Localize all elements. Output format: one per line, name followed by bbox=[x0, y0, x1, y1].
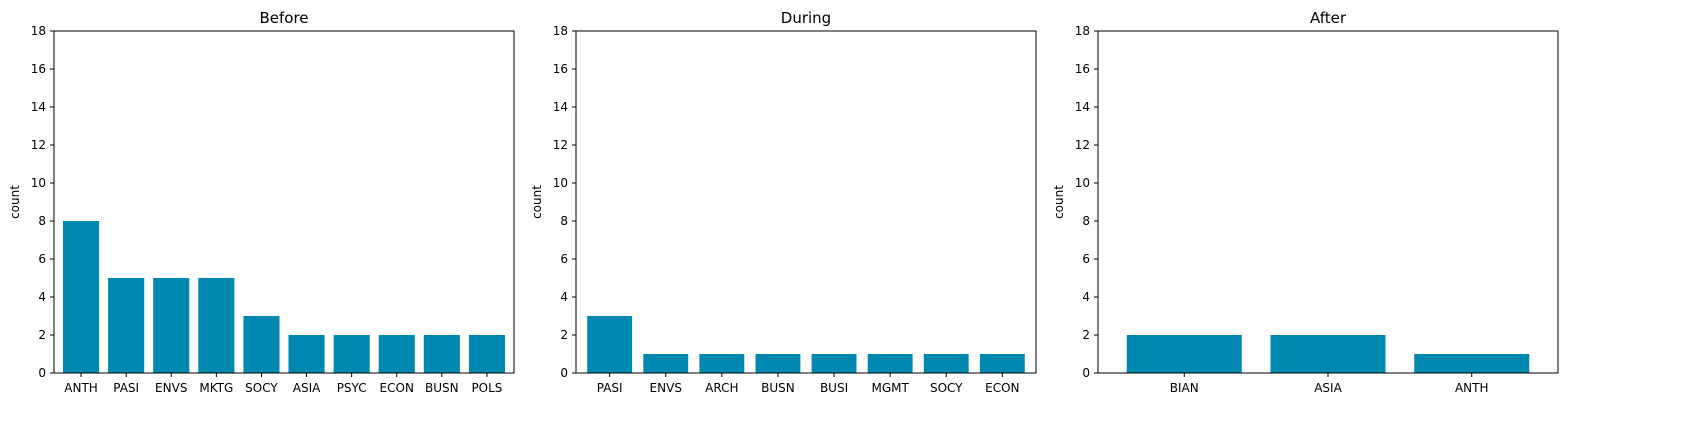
y-tick-label: 8 bbox=[560, 214, 568, 228]
chart-title: During bbox=[781, 9, 831, 27]
bar-pols bbox=[468, 335, 505, 373]
y-tick-label: 4 bbox=[1082, 290, 1090, 304]
chart-panel-2: 0 2 4 6 8 10 12 14 16 18 PASI ENVS ARCH BUSN BUSI MGMT S… bbox=[530, 9, 1037, 395]
y-tick-label: 16 bbox=[553, 62, 568, 76]
y-tick-label: 10 bbox=[31, 176, 46, 190]
y-axis-label: count bbox=[1052, 185, 1066, 219]
x-tick-label: ECON bbox=[380, 381, 414, 395]
x-tick-label: SOCY bbox=[245, 381, 278, 395]
x-tick-label: MGMT bbox=[871, 381, 909, 395]
bar-envs bbox=[643, 354, 689, 373]
y-tick-label: 16 bbox=[1075, 62, 1090, 76]
x-tick-label: ASIA bbox=[293, 381, 321, 395]
bar-econ bbox=[979, 354, 1025, 373]
x-tick-label: BUSI bbox=[820, 381, 848, 395]
y-tick-label: 10 bbox=[553, 176, 568, 190]
y-tick-label: 18 bbox=[1075, 24, 1090, 38]
bar-anth bbox=[1414, 354, 1530, 373]
x-tick-label: POLS bbox=[471, 381, 502, 395]
y-tick-label: 14 bbox=[553, 100, 568, 114]
y-tick-label: 8 bbox=[38, 214, 46, 228]
bar-envs bbox=[153, 278, 190, 373]
y-tick-label: 10 bbox=[1075, 176, 1090, 190]
x-tick-label: PASI bbox=[113, 381, 139, 395]
x-tick-label: ENVS bbox=[155, 381, 187, 395]
plot-frame bbox=[53, 30, 515, 374]
bar-asia bbox=[1270, 335, 1386, 373]
y-axis-label: count bbox=[8, 185, 22, 219]
y-tick-label: 18 bbox=[31, 24, 46, 38]
chart-title: Before bbox=[259, 9, 308, 27]
y-tick-label: 18 bbox=[553, 24, 568, 38]
x-tick-label: ENVS bbox=[650, 381, 682, 395]
y-axis-label: count bbox=[530, 185, 544, 219]
y-tick-label: 12 bbox=[553, 138, 568, 152]
bar-pasi bbox=[587, 316, 633, 373]
y-tick-label: 6 bbox=[1082, 252, 1090, 266]
y-tick-label: 14 bbox=[1075, 100, 1090, 114]
y-tick-label: 8 bbox=[1082, 214, 1090, 228]
x-tick-label: BIAN bbox=[1170, 381, 1199, 395]
y-tick-label: 0 bbox=[560, 366, 568, 380]
bar-socy bbox=[243, 316, 280, 373]
y-tick-label: 4 bbox=[38, 290, 46, 304]
y-tick-label: 12 bbox=[1075, 138, 1090, 152]
x-tick-label: ECON bbox=[985, 381, 1019, 395]
bar-econ bbox=[378, 335, 415, 373]
y-tick-label: 2 bbox=[1082, 328, 1090, 342]
bar-bian bbox=[1126, 335, 1242, 373]
bar-psyc bbox=[333, 335, 370, 373]
y-tick-label: 6 bbox=[560, 252, 568, 266]
x-tick-label: PASI bbox=[597, 381, 623, 395]
x-tick-label: ASIA bbox=[1314, 381, 1342, 395]
bar-busn bbox=[423, 335, 460, 373]
x-tick-label: PSYC bbox=[337, 381, 367, 395]
y-tick-label: 2 bbox=[560, 328, 568, 342]
x-tick-label: ARCH bbox=[705, 381, 738, 395]
x-tick-label: ANTH bbox=[64, 381, 98, 395]
x-tick-label: ANTH bbox=[1455, 381, 1489, 395]
y-tick-label: 0 bbox=[1082, 366, 1090, 380]
chart-panel-3: 0 2 4 6 8 10 12 14 16 18 BIAN ASIA ANTH After count bbox=[1052, 9, 1559, 395]
bar-mgmt bbox=[867, 354, 913, 373]
y-tick-label: 14 bbox=[31, 100, 46, 114]
x-tick-label: BUSN bbox=[761, 381, 795, 395]
y-tick-label: 12 bbox=[31, 138, 46, 152]
y-tick-label: 16 bbox=[31, 62, 46, 76]
plot-frame bbox=[575, 30, 1037, 374]
bar-pasi bbox=[108, 278, 145, 373]
x-tick-label: BUSN bbox=[425, 381, 459, 395]
y-tick-label: 0 bbox=[38, 366, 46, 380]
bar-busi bbox=[811, 354, 857, 373]
bar-arch bbox=[699, 354, 745, 373]
bar-mktg bbox=[198, 278, 235, 373]
x-tick-label: SOCY bbox=[930, 381, 963, 395]
y-tick-label: 2 bbox=[38, 328, 46, 342]
y-tick-label: 4 bbox=[560, 290, 568, 304]
bar-busn bbox=[755, 354, 801, 373]
chart-panel-1: 0 2 4 6 8 10 12 14 16 18 ANTH PASI ENVS MKTG SOCY ASIA P… bbox=[8, 9, 515, 395]
bar-anth bbox=[63, 221, 100, 373]
x-tick-label: MKTG bbox=[199, 381, 233, 395]
y-tick-label: 6 bbox=[38, 252, 46, 266]
chart-title: After bbox=[1310, 9, 1347, 27]
bar-socy bbox=[923, 354, 969, 373]
bar-asia bbox=[288, 335, 325, 373]
